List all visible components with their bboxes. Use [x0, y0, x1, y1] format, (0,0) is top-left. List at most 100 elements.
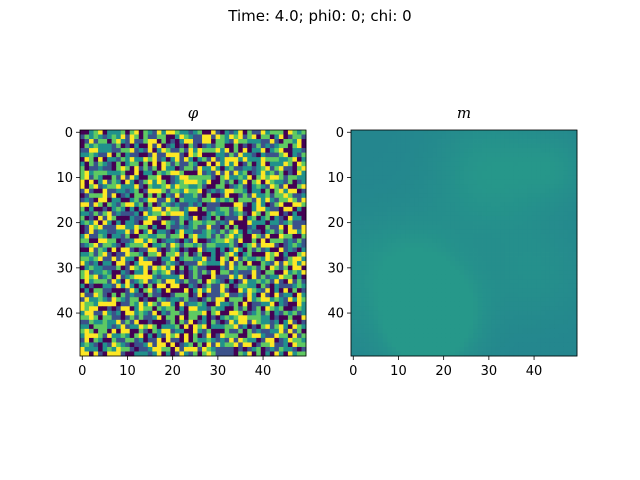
phi-cell	[134, 166, 140, 172]
m-cell	[427, 175, 433, 181]
m-cell	[464, 342, 469, 348]
phi-cell	[296, 279, 302, 285]
phi-cell	[111, 337, 117, 343]
phi-cell	[183, 315, 189, 321]
m-cell	[387, 215, 393, 221]
phi-cell	[147, 197, 153, 203]
phi-cell	[93, 310, 99, 316]
m-cell	[459, 188, 465, 194]
phi-cell	[256, 342, 262, 348]
m-cell	[400, 188, 406, 194]
m-cell	[454, 288, 460, 294]
phi-cell	[296, 148, 302, 153]
phi-cell	[120, 184, 126, 190]
phi-cell	[116, 134, 122, 140]
phi-cell	[89, 333, 94, 339]
phi-cell	[292, 175, 298, 181]
m-cell	[423, 179, 429, 185]
phi-cell	[179, 229, 185, 235]
m-cell	[486, 333, 492, 339]
m-cell	[391, 170, 397, 176]
m-cell	[473, 328, 478, 334]
phi-cell	[256, 202, 262, 208]
m-cell	[549, 265, 555, 271]
m-cell	[500, 315, 506, 321]
m-cell	[545, 170, 551, 176]
m-cell	[387, 157, 393, 163]
phi-cell	[84, 342, 90, 348]
phi-cell	[215, 342, 221, 348]
phi-cell	[247, 265, 253, 271]
phi-cell	[283, 297, 289, 303]
m-cell	[531, 261, 537, 266]
m-cell	[522, 310, 528, 316]
phi-cell	[93, 211, 99, 217]
phi-cell	[301, 193, 307, 199]
m-cell	[423, 270, 429, 276]
phi-cell	[278, 224, 284, 230]
m-cell	[369, 134, 374, 140]
phi-cell	[292, 351, 298, 357]
m-cell	[454, 211, 460, 217]
m-cell	[400, 319, 406, 325]
phi-cell	[174, 211, 180, 217]
phi-cell	[147, 346, 153, 352]
m-cell	[414, 211, 420, 217]
m-cell	[549, 288, 555, 294]
m-cell	[545, 134, 551, 140]
m-cell	[491, 288, 497, 294]
phi-cell	[283, 265, 289, 271]
phi-cell	[165, 211, 171, 217]
m-cell	[549, 143, 555, 149]
phi-cell	[274, 288, 280, 294]
phi-cell	[251, 261, 257, 266]
m-cell	[536, 256, 542, 262]
phi-cell	[247, 288, 253, 294]
m-cell	[522, 179, 528, 185]
m-cell	[432, 328, 438, 334]
phi-cell	[170, 324, 176, 330]
phi-cell	[260, 130, 266, 135]
phi-cell	[93, 130, 99, 135]
phi-xtick-label: 40	[255, 364, 272, 379]
m-cell	[351, 224, 356, 230]
phi-cell	[89, 238, 94, 244]
m-cell	[522, 315, 528, 321]
phi-cell	[170, 333, 176, 339]
phi-cell	[183, 130, 189, 135]
m-cell	[558, 310, 564, 316]
phi-cell	[202, 247, 207, 253]
m-cell	[468, 337, 474, 343]
m-cell	[432, 143, 438, 149]
m-cell	[518, 202, 524, 208]
m-cell	[396, 333, 402, 339]
phi-cell	[224, 279, 230, 285]
m-cell	[454, 215, 460, 221]
m-cell	[364, 161, 370, 167]
phi-cell	[152, 179, 158, 185]
m-cell	[427, 224, 433, 230]
phi-cell	[193, 157, 198, 163]
phi-cell	[111, 229, 117, 235]
phi-cell	[202, 310, 207, 316]
m-cell	[495, 166, 501, 172]
m-cell	[540, 333, 546, 339]
phi-cell	[183, 215, 189, 221]
phi-cell	[220, 197, 226, 203]
phi-cell	[224, 179, 230, 185]
phi-cell	[283, 215, 289, 221]
m-cell	[373, 233, 379, 239]
m-cell	[527, 152, 533, 158]
phi-cell	[89, 233, 94, 239]
m-cell	[536, 130, 542, 135]
phi-cell	[202, 274, 207, 280]
phi-cell	[80, 337, 85, 343]
m-cell	[459, 148, 465, 153]
m-cell	[378, 184, 384, 190]
phi-cell	[125, 202, 131, 208]
m-cell	[554, 247, 560, 253]
phi-cell	[147, 193, 153, 199]
m-cell	[427, 270, 433, 276]
phi-cell	[147, 247, 153, 253]
phi-cell	[283, 202, 289, 208]
